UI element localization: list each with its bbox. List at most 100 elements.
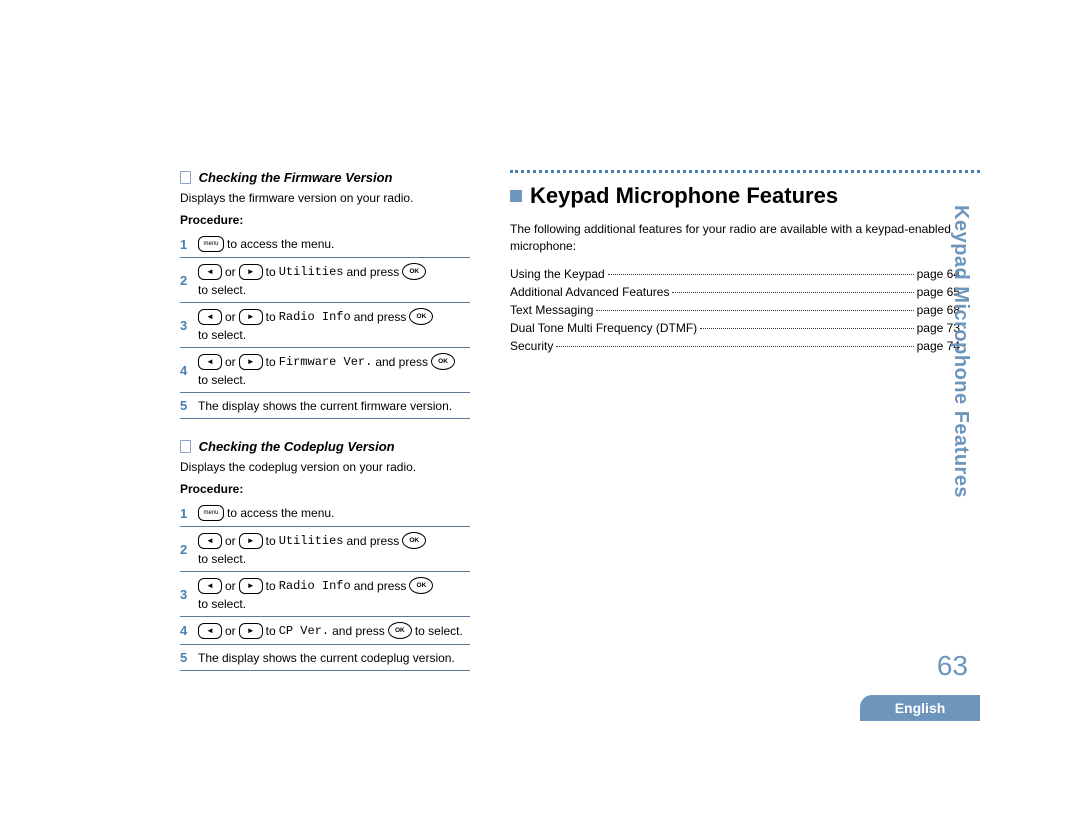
step-text: to select. (415, 624, 463, 638)
step-text: or (225, 579, 236, 593)
step-target: Radio Info (279, 310, 351, 324)
section-codeplug: Checking the Codeplug Version Displays t… (180, 439, 470, 671)
menu-button-icon: menu (198, 236, 224, 252)
toc-dots (608, 274, 914, 275)
right-arrow-icon (239, 354, 263, 370)
step-body: menu to access the menu. (198, 505, 470, 521)
left-arrow-icon (198, 309, 222, 325)
right-arrow-icon (239, 533, 263, 549)
heading-text: Checking the Codeplug Version (199, 439, 395, 454)
step-number: 4 (180, 623, 198, 638)
toc-dots (556, 346, 913, 347)
ok-button-icon: OK (409, 577, 433, 594)
toc-list: Using the Keypadpage 64 Additional Advanc… (510, 267, 980, 353)
step-number: 1 (180, 506, 198, 521)
step-body: The display shows the current firmware v… (198, 399, 470, 413)
right-arrow-icon (239, 623, 263, 639)
procedure-label: Procedure: (180, 482, 470, 496)
toc-label: Dual Tone Multi Frequency (DTMF) (510, 321, 697, 335)
side-tab-label: Keypad Microphone Features (949, 205, 972, 498)
step-text: to select. (198, 283, 246, 297)
step-text: to access the menu. (227, 237, 334, 251)
document-icon (180, 171, 191, 184)
step-text: The display shows the current codeplug v… (198, 651, 455, 665)
ok-button-icon: OK (388, 622, 412, 639)
step-text: or (225, 355, 236, 369)
section-heading: Checking the Firmware Version (180, 170, 470, 185)
left-arrow-icon (198, 578, 222, 594)
section-heading: Checking the Codeplug Version (180, 439, 470, 454)
page-content: Checking the Firmware Version Displays t… (180, 170, 980, 671)
left-arrow-icon (198, 623, 222, 639)
step-row: 1menu to access the menu. (180, 231, 470, 258)
toc-row: Using the Keypadpage 64 (510, 267, 960, 281)
toc-label: Using the Keypad (510, 267, 605, 281)
step-number: 1 (180, 237, 198, 252)
step-text: to (266, 624, 276, 638)
step-target: Utilities (279, 265, 344, 279)
step-target: CP Ver. (279, 624, 329, 638)
procedure-label: Procedure: (180, 213, 470, 227)
step-text: and press (347, 265, 400, 279)
step-text: The display shows the current firmware v… (198, 399, 452, 413)
section-desc: Displays the firmware version on your ra… (180, 191, 470, 205)
step-row: 3 or to Radio Info and press OK to selec… (180, 572, 470, 617)
right-column: Keypad Microphone Features The following… (510, 170, 980, 671)
step-text: or (225, 310, 236, 324)
steps-list: 1menu to access the menu.2 or to Utiliti… (180, 231, 470, 419)
left-column: Checking the Firmware Version Displays t… (180, 170, 470, 671)
step-text: and press (332, 624, 385, 638)
step-text: or (225, 624, 236, 638)
step-body: or to CP Ver. and press OK to select. (198, 622, 470, 639)
step-number: 3 (180, 318, 198, 333)
step-text: to access the menu. (227, 506, 334, 520)
main-heading-text: Keypad Microphone Features (530, 183, 838, 209)
heading-text: Checking the Firmware Version (199, 170, 393, 185)
step-body: or to Radio Info and press OK to select. (198, 577, 470, 611)
menu-button-icon: menu (198, 505, 224, 521)
page-number: 63 (937, 650, 968, 682)
step-row: 2 or to Utilities and press OK to select… (180, 258, 470, 303)
ok-button-icon: OK (409, 308, 433, 325)
section-desc: Displays the codeplug version on your ra… (180, 460, 470, 474)
ok-button-icon: OK (402, 532, 426, 549)
step-number: 5 (180, 650, 198, 665)
step-row: 2 or to Utilities and press OK to select… (180, 527, 470, 572)
step-text: to (266, 534, 276, 548)
document-icon (180, 440, 191, 453)
step-text: and press (347, 534, 400, 548)
right-arrow-icon (239, 264, 263, 280)
intro-text: The following additional features for yo… (510, 221, 980, 255)
section-firmware: Checking the Firmware Version Displays t… (180, 170, 470, 419)
right-arrow-icon (239, 578, 263, 594)
step-target: Firmware Ver. (279, 355, 373, 369)
step-target: Radio Info (279, 579, 351, 593)
toc-row: Additional Advanced Featurespage 65 (510, 285, 960, 299)
steps-list: 1menu to access the menu. 2 or to Utiliti… (180, 500, 470, 671)
toc-label: Text Messaging (510, 303, 593, 317)
left-arrow-icon (198, 354, 222, 370)
toc-row: Securitypage 74 (510, 339, 960, 353)
step-body: menu to access the menu. (198, 236, 470, 252)
step-number: 4 (180, 363, 198, 378)
language-badge: English (860, 695, 980, 721)
step-text: and press (375, 355, 428, 369)
step-row: 5The display shows the current firmware … (180, 393, 470, 419)
toc-dots (596, 310, 913, 311)
step-body: The display shows the current codeplug v… (198, 651, 470, 665)
step-body: or to Firmware Ver. and press OK to sele… (198, 353, 470, 387)
toc-label: Security (510, 339, 553, 353)
step-text: or (225, 534, 236, 548)
toc-row: Dual Tone Multi Frequency (DTMF)page 73 (510, 321, 960, 335)
step-text: to select. (198, 328, 246, 342)
step-text: to (266, 579, 276, 593)
toc-row: Text Messagingpage 68 (510, 303, 960, 317)
toc-label: Additional Advanced Features (510, 285, 669, 299)
step-text: to select. (198, 552, 246, 566)
step-text: and press (354, 579, 407, 593)
step-text: to select. (198, 373, 246, 387)
left-arrow-icon (198, 533, 222, 549)
main-heading: Keypad Microphone Features (510, 183, 980, 209)
step-text: to select. (198, 597, 246, 611)
step-text: and press (354, 310, 407, 324)
